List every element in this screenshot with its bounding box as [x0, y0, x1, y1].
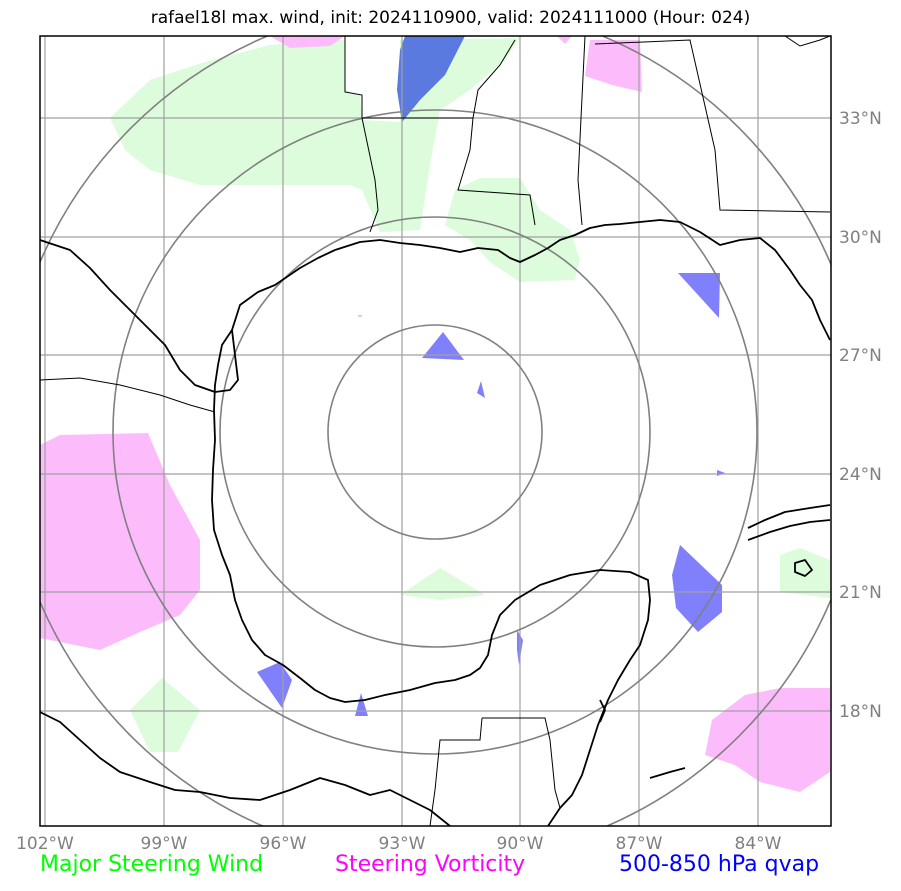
lat-label-27: 27°N — [839, 346, 882, 366]
lat-label-21: 21°N — [839, 583, 882, 603]
lon-label-84: 84°W — [735, 834, 782, 854]
legend-steering-wind: Major Steering Wind — [40, 852, 264, 877]
map-title: rafael18l max. wind, init: 2024110900, v… — [150, 8, 751, 28]
qvap-areas — [257, 36, 725, 716]
lon-label-102: 102°W — [16, 834, 74, 854]
graticule — [40, 36, 831, 826]
lat-label-30: 30°N — [839, 228, 882, 248]
lon-label-93: 93°W — [379, 834, 426, 854]
longitude-labels: 102°W 99°W 96°W 93°W 90°W 87°W 84°W — [16, 834, 782, 854]
coastlines — [40, 219, 831, 826]
lon-label-90: 90°W — [497, 834, 544, 854]
map-frame — [39, 35, 832, 827]
lon-label-96: 96°W — [260, 834, 307, 854]
lat-label-24: 24°N — [839, 465, 882, 485]
legend-steering-vorticity: Steering Vorticity — [335, 852, 526, 877]
steering-vorticity-areas — [40, 36, 830, 792]
lon-label-87: 87°W — [616, 834, 663, 854]
legend-qvap: 500-850 hPa qvap — [619, 852, 820, 877]
lat-label-18: 18°N — [839, 702, 882, 722]
range-rings — [40, 36, 831, 826]
political-borders — [40, 36, 831, 826]
latitude-labels: 33°N 30°N 27°N 24°N 21°N 18°N — [839, 109, 882, 722]
lat-label-33: 33°N — [839, 109, 882, 129]
lon-label-99: 99°W — [141, 834, 188, 854]
